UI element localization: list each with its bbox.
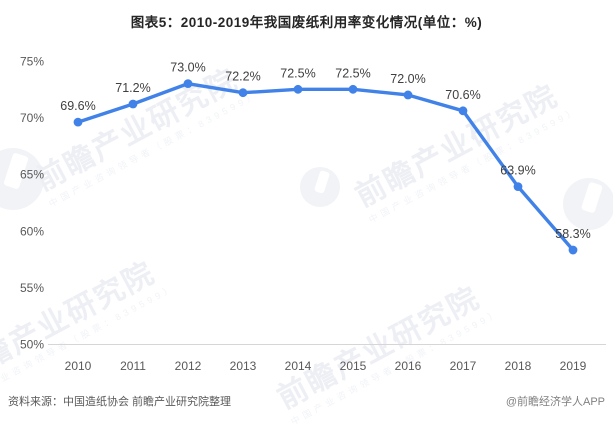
y-axis-tick-label: 55% [20,281,44,295]
data-point[interactable] [348,84,358,94]
data-point[interactable] [513,182,523,192]
credit-note: @前瞻经济学人APP [505,396,605,408]
line-series [76,81,575,252]
data-point-label: 72.0% [390,72,425,86]
data-point[interactable] [183,79,193,89]
y-axis-tick-label: 65% [20,168,44,182]
data-point-label: 73.0% [170,61,205,75]
x-axis-tick-label: 2014 [285,359,312,373]
data-point-label: 72.5% [280,66,315,80]
data-point-label: 58.3% [555,227,590,241]
data-point[interactable] [458,106,468,116]
x-axis-tick-label: 2010 [65,359,92,373]
x-axis-tick-label: 2015 [340,359,367,373]
x-axis-tick-label: 2012 [175,359,202,373]
line-chart: 75% 70% 65% 60% 55% 50% 2010 2011 2012 2013 2014 20… [20,55,606,373]
data-point[interactable] [293,84,303,94]
x-axis-tick-label: 2017 [450,359,477,373]
y-axis-tick-label: 60% [20,224,44,238]
x-axis-tick-label: 2018 [505,359,532,373]
data-point[interactable] [403,90,413,100]
footer: 资料来源：中国造纸协会 前瞻产业研究院整理 @前瞻经济学人APP [0,393,613,409]
data-point-label: 70.6% [445,88,480,102]
y-axis-tick-label: 50% [20,338,44,352]
source-note: 资料来源：中国造纸协会 前瞻产业研究院整理 [8,396,232,408]
data-point-label: 63.9% [500,164,535,178]
y-axis-tick-label: 75% [20,55,44,69]
data-point-label: 72.5% [335,66,370,80]
y-axis-tick-label: 70% [20,111,44,125]
chart-title: 图表5：2010-2019年我国废纸利用率变化情况(单位：%) [130,15,483,30]
data-point-label: 72.2% [225,70,260,84]
data-point[interactable] [128,99,138,109]
data-point[interactable] [568,245,578,255]
data-point-label: 69.6% [60,99,95,113]
x-axis-tick-label: 2019 [560,359,587,373]
x-axis-tick-label: 2016 [395,359,422,373]
data-point-label: 71.2% [115,81,150,95]
x-axis-tick-label: 2011 [120,359,146,373]
data-point[interactable] [238,88,248,98]
chart-page: { "title": "图表5：2010-2019年我国废纸利用率变化情况(单位… [0,15,613,427]
data-point[interactable] [73,117,83,127]
x-axis-tick-label: 2013 [230,359,257,373]
